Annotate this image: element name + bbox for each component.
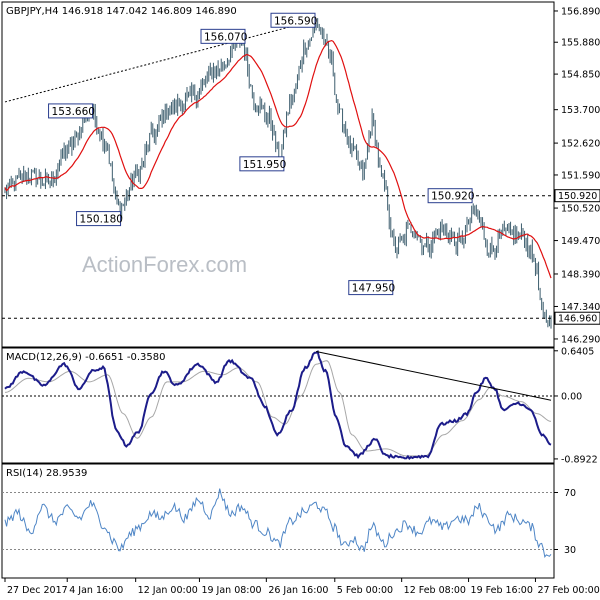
level-label-box xyxy=(554,311,600,325)
macd-header: MACD(12,26,9) -0.6651 -0.3580 xyxy=(6,352,166,363)
price-y-tick-label: 150.520 xyxy=(561,204,600,215)
price-header: GBPJPY,H4 146.918 147.042 146.809 146.89… xyxy=(6,6,237,17)
price-trendline xyxy=(4,19,317,103)
price-annotation-box xyxy=(48,103,94,119)
price-y-tick-label: 152.620 xyxy=(561,139,600,150)
level-label: 150.920 xyxy=(558,191,597,202)
macd-y-tick-label: -0.8922 xyxy=(561,454,598,465)
x-tick-label: 19 Feb 16:00 xyxy=(471,585,533,596)
x-tick-label: 26 Jan 16:00 xyxy=(268,585,328,596)
x-tick-label: 12 Feb 08:00 xyxy=(404,585,466,596)
macd-trendline xyxy=(316,351,552,401)
panel-frame-rsi xyxy=(1,463,555,579)
price-annotation-box xyxy=(270,12,316,28)
price-y-tick-label: 156.890 xyxy=(561,6,600,17)
level-label: 146.960 xyxy=(558,314,597,325)
panel-frame-price xyxy=(1,1,555,348)
rsi-panel: 70 30 RSI(14) 28.9539 xyxy=(2,468,576,558)
x-axis: 27 Dec 2017 4 Jan 16:00 12 Jan 00:00 19 Jan… xyxy=(4,578,600,596)
price-annotation-label: 153.660 xyxy=(52,106,95,118)
price-y-tick-label: 149.470 xyxy=(561,236,600,247)
price-annotation-label: 151.950 xyxy=(243,159,286,171)
moving-average-line xyxy=(4,39,552,279)
x-tick-label: 27 Feb 00:00 xyxy=(537,585,599,596)
price-annotation-box xyxy=(348,280,394,296)
macd-y-tick-label: 0.6405 xyxy=(561,346,594,357)
price-annotation-label: 156.590 xyxy=(274,15,317,27)
price-y-tick-label: 147.340 xyxy=(561,302,600,313)
price-annotation-label: 150.920 xyxy=(431,191,474,203)
price-annotation-box xyxy=(76,211,122,227)
x-tick-label: 4 Jan 16:00 xyxy=(69,585,123,596)
price-annotation-label: 156.070 xyxy=(204,31,247,43)
panel-frames xyxy=(1,1,555,579)
x-tick-label: 27 Dec 2017 xyxy=(7,585,68,596)
level-label-box xyxy=(554,189,600,203)
price-annotation-box xyxy=(200,28,246,44)
price-panel: ActionForex.com 156.890 155.880 154.850 153.… xyxy=(2,6,600,345)
macd-line xyxy=(4,350,552,460)
price-bars xyxy=(4,18,552,329)
price-annotation-box xyxy=(239,156,285,172)
price-y-tick-label: 154.850 xyxy=(561,70,600,81)
price-annotation-box xyxy=(427,188,473,204)
price-y-tick-label: 146.290 xyxy=(561,334,600,345)
rsi-y-tick-label: 70 xyxy=(564,488,576,499)
price-y-tick-label: 148.390 xyxy=(561,269,600,280)
price-y-tick-label: 153.700 xyxy=(561,105,600,116)
x-tick-label: 12 Jan 00:00 xyxy=(138,585,198,596)
panel-frame-macd xyxy=(1,347,555,464)
macd-signal-line xyxy=(4,360,552,457)
price-y-tick-label: 155.880 xyxy=(561,38,600,49)
macd-panel: 0.6405 0.00 -0.8922 MACD(12,26,9) -0.6651 -… xyxy=(2,346,598,465)
macd-y-tick-label: 0.00 xyxy=(561,391,582,402)
price-annotation-label: 150.180 xyxy=(80,214,123,226)
rsi-y-tick-label: 30 xyxy=(564,545,576,556)
price-y-tick-label: 151.590 xyxy=(561,170,600,181)
rsi-header: RSI(14) 28.9539 xyxy=(6,468,87,479)
price-annotation-label: 147.950 xyxy=(352,283,395,295)
rsi-line xyxy=(4,488,552,558)
x-tick-label: 19 Jan 08:00 xyxy=(201,585,261,596)
x-tick-label: 5 Feb 00:00 xyxy=(337,585,393,596)
watermark: ActionForex.com xyxy=(82,252,247,277)
